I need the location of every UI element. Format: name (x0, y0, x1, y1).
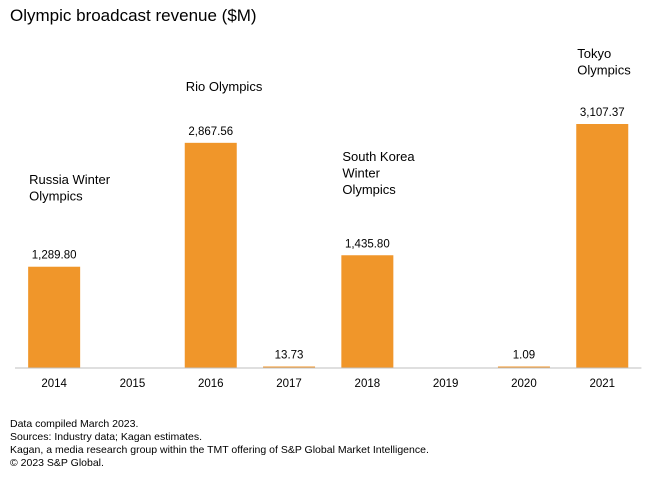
bar-2014 (28, 266, 81, 368)
data-label-2017: 13.73 (275, 350, 304, 362)
data-label-2018: 1,435.80 (345, 238, 390, 250)
x-tick-label-2017: 2017 (276, 378, 302, 390)
bar-chart: 1,289.80 2014 2015 2,867.56 2016 13.73 2017 1,4… (15, 46, 642, 390)
footer-sources: Sources: Industry data; Kagan estimates. (10, 431, 203, 443)
bar-2016 (184, 142, 237, 368)
footer: Data compiled March 2023. Sources: Indus… (10, 418, 429, 470)
x-tick-label-2020: 2020 (511, 378, 537, 390)
bar-2020 (497, 366, 550, 368)
annotation-2016: Rio Olympics (186, 79, 263, 94)
footer-kagan-note: Kagan, a media research group within the… (10, 444, 429, 456)
data-label-2021: 3,107.37 (580, 107, 625, 119)
x-tick-label-2015: 2015 (120, 378, 146, 390)
x-tick-label-2018: 2018 (355, 378, 381, 390)
x-tick-label-2021: 2021 (589, 378, 615, 390)
data-label-2020: 1.09 (513, 350, 535, 362)
x-tick-label-2016: 2016 (198, 378, 224, 390)
chart-title: Olympic broadcast revenue ($M) (10, 6, 257, 25)
x-tick-label-2014: 2014 (41, 378, 67, 390)
x-tick-label-2019: 2019 (433, 378, 459, 390)
annotation-2021: Tokyo Olympics (577, 46, 631, 78)
data-label-2014: 1,289.80 (32, 250, 77, 262)
footer-copyright: © 2023 S&P Global. (10, 457, 104, 469)
annotation-2014: Russia Winter Olympics (29, 172, 111, 204)
bar-2021 (576, 124, 629, 368)
bar-2017 (263, 366, 316, 368)
bar-2018 (341, 255, 394, 368)
data-label-2016: 2,867.56 (188, 126, 233, 138)
annotation-2018: South Korea Winter Olympics (342, 149, 415, 197)
footer-compiled-note: Data compiled March 2023. (10, 418, 139, 430)
